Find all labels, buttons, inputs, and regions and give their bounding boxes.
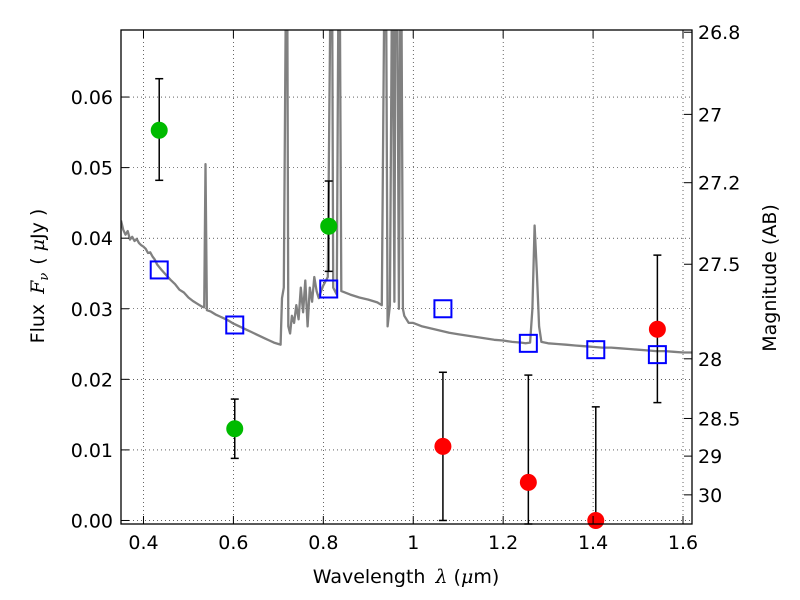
model-photometry-square xyxy=(518,333,538,353)
x-tick-label: 1.6 xyxy=(668,532,698,554)
model-photometry-square xyxy=(586,340,606,360)
y-tick-label: 0.00 xyxy=(71,510,113,532)
model-photometry-square xyxy=(225,315,245,335)
x-tick-label: 1.2 xyxy=(488,532,518,554)
x-tick-label: 1.4 xyxy=(578,532,608,554)
detection-point xyxy=(150,121,168,139)
y2-axis-title: Magnitude (AB) xyxy=(759,204,781,352)
plot-frame xyxy=(120,29,693,525)
y-tick-label: 0.02 xyxy=(71,369,113,391)
plot-background xyxy=(121,30,692,524)
y2-tick-label: 28.5 xyxy=(698,408,740,430)
x-tick-label: 0.6 xyxy=(218,532,248,554)
y-tick-label: 0.06 xyxy=(71,87,113,109)
model-photometry-square xyxy=(647,345,667,365)
model-photometry-square xyxy=(433,299,453,319)
y2-tick-label: 28 xyxy=(698,349,722,371)
upper-limit-point xyxy=(519,473,537,491)
y-tick-label: 0.05 xyxy=(71,158,113,180)
x-axis-title: Wavelength λ (μm) xyxy=(313,566,500,588)
upper-limit-point xyxy=(648,320,666,338)
y2-tick-label: 29 xyxy=(698,446,722,468)
y2-tick-label: 26.8 xyxy=(698,22,740,44)
y2-tick-label: 27 xyxy=(698,104,722,126)
x-tick-label: 0.8 xyxy=(308,532,338,554)
tick-layer: 0.4 0.6 0.8 1 1.2 1.4 1.6 0.00 0.01 0.02 0.03 0.04 0… xyxy=(71,22,741,554)
y-axis-title: FluxFν( μJy ) xyxy=(27,209,52,344)
marker-layer xyxy=(149,77,667,529)
model-photometry-square xyxy=(149,260,169,280)
y2-tick-label: 30 xyxy=(698,485,722,507)
y2-tick-label: 27.5 xyxy=(698,254,740,276)
y-tick-label: 0.01 xyxy=(71,440,113,462)
upper-limit-point xyxy=(434,437,452,455)
x-tick-label: 1 xyxy=(407,532,419,554)
upper-limit-point xyxy=(587,511,605,529)
model-photometry-square xyxy=(319,279,339,299)
y-tick-label: 0.03 xyxy=(71,299,113,321)
detection-point xyxy=(226,420,244,438)
x-tick-label: 0.4 xyxy=(128,532,158,554)
y2-tick-label: 27.2 xyxy=(698,173,740,195)
detection-point xyxy=(320,217,338,235)
y-tick-label: 0.04 xyxy=(71,228,113,250)
